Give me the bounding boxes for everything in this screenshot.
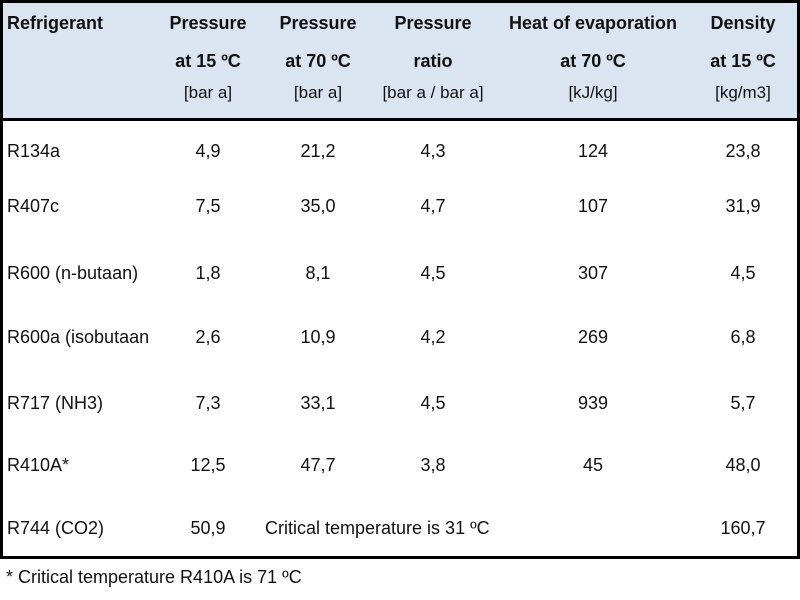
header-subtitle: ratio [413, 51, 453, 71]
header-subtitle [7, 41, 167, 79]
table-header: Refrigerant Pressure at 15 ºC [bar a] Pressu… [3, 3, 797, 121]
table-row: R717 (NH3) 7,3 33,1 4,5 939 5,7 [3, 388, 797, 418]
table-cell: 4,2 [420, 327, 446, 347]
table-cell: 10,9 [300, 327, 336, 347]
table-cell: R600 (n-butaan) [7, 263, 139, 283]
table-cell: 124 [577, 141, 609, 161]
header-subtitle: at 15 ºC [175, 51, 241, 71]
header-title: Pressure [279, 13, 357, 33]
header-title: Density [710, 13, 776, 33]
table-row: R744 (CO2) 50,9 Critical temperature is 31… [3, 513, 797, 543]
header-title: Pressure [394, 13, 472, 33]
header-subtitle: at 70 ºC [285, 51, 351, 71]
table-cell: 48,0 [725, 455, 761, 475]
refrigerant-table: Refrigerant Pressure at 15 ºC [bar a] Pressu… [0, 0, 800, 559]
table-cell: R407c [7, 196, 60, 216]
table-cell: 4,9 [195, 141, 221, 161]
column-header: Pressure at 15 ºC [bar a] [163, 3, 253, 107]
table-cell: 45 [582, 455, 604, 475]
column-header: Pressure ratio [bar a / bar a] [373, 3, 493, 107]
header-unit: [bar a] [183, 83, 233, 102]
table-cell: R600a (isobutaan [7, 327, 150, 347]
table-cell: 50,9 [190, 518, 226, 538]
table-cell: R134a [7, 141, 61, 161]
column-header: Refrigerant [7, 3, 167, 79]
table-cell: R410A* [7, 455, 70, 475]
table-row: R134a 4,9 21,2 4,3 124 23,8 [3, 136, 797, 166]
table-cell: 3,8 [420, 455, 446, 475]
header-unit: [kg/m3] [715, 83, 771, 102]
header-title: Refrigerant [7, 13, 104, 33]
header-title: Pressure [169, 13, 247, 33]
table-cell: R717 (NH3) [7, 393, 104, 413]
table-cell: 2,6 [195, 327, 221, 347]
header-subtitle: at 15 ºC [710, 51, 776, 71]
table-row: R410A* 12,5 47,7 3,8 45 48,0 [3, 450, 797, 480]
table-cell: 7,5 [195, 196, 221, 216]
table-cell: 7,3 [195, 393, 221, 413]
table-cell: 23,8 [725, 141, 761, 161]
table-cell: 33,1 [300, 393, 336, 413]
header-subtitle: at 70 ºC [560, 51, 626, 71]
table-cell: R744 (CO2) [7, 518, 105, 538]
table-cell: 1,8 [195, 263, 221, 283]
table-cell: 8,1 [305, 263, 331, 283]
table-row: R600 (n-butaan) 1,8 8,1 4,5 307 4,5 [3, 258, 797, 288]
table-row: R600a (isobutaan 2,6 10,9 4,2 269 6,8 [3, 322, 797, 352]
table-cell: 4,7 [420, 196, 446, 216]
header-unit: [bar a] [293, 83, 343, 102]
column-header: Density at 15 ºC [kg/m3] [698, 3, 788, 107]
table-cell: 269 [577, 327, 609, 347]
table-cell: 4,5 [420, 393, 446, 413]
table-cell: 35,0 [300, 196, 336, 216]
header-unit: [bar a / bar a] [382, 83, 484, 102]
table-cell: 5,7 [730, 393, 756, 413]
table-cell: 21,2 [300, 141, 336, 161]
table-cell: 4,5 [730, 263, 756, 283]
header-title: Heat of evaporation [508, 13, 678, 33]
table-row: R407c 7,5 35,0 4,7 107 31,9 [3, 191, 797, 221]
table-cell: 307 [577, 263, 609, 283]
table-cell: 4,5 [420, 263, 446, 283]
table-cell: 939 [577, 393, 609, 413]
table-cell: 160,7 [720, 518, 766, 538]
column-header: Pressure at 70 ºC [bar a] [273, 3, 363, 107]
critical-temperature-note: Critical temperature is 31 ºC [265, 518, 490, 538]
table-cell: 47,7 [300, 455, 336, 475]
header-unit: [kJ/kg] [568, 83, 618, 102]
table-cell: 31,9 [725, 196, 761, 216]
footnote: * Critical temperature R410A is 71 ºC [6, 567, 302, 587]
table-cell: 6,8 [730, 327, 756, 347]
table-cell: 107 [577, 196, 609, 216]
column-header: Heat of evaporation at 70 ºC [kJ/kg] [503, 3, 683, 107]
table-cell: 12,5 [190, 455, 226, 475]
table-cell: 4,3 [420, 141, 446, 161]
